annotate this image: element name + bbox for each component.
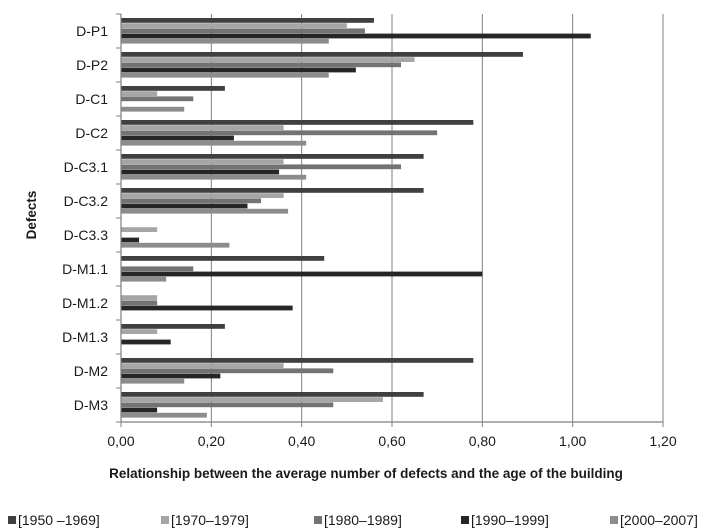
bar	[121, 33, 591, 39]
x-tick-label: 0,20	[198, 433, 225, 449]
legend-swatch	[461, 516, 469, 524]
category-label: D-M1.1	[62, 261, 108, 277]
bar	[121, 57, 415, 62]
bar	[121, 378, 185, 384]
x-tick-label: 0,60	[378, 433, 405, 449]
bar	[121, 208, 289, 214]
bar	[121, 28, 365, 34]
bar	[121, 392, 424, 397]
category-label: D-P1	[76, 23, 108, 39]
bars	[121, 18, 591, 418]
bar	[121, 237, 140, 243]
bar	[121, 256, 325, 261]
x-tick-label: 1,20	[649, 433, 676, 449]
bar	[121, 67, 356, 73]
bar	[121, 271, 483, 277]
bar	[121, 62, 402, 68]
bar	[121, 135, 234, 141]
legend-swatch	[610, 516, 618, 524]
legend-label: [1990–1999]	[471, 512, 549, 528]
bar	[121, 174, 307, 180]
y-axis-title: Defects	[24, 191, 39, 240]
category-label: D-M1.3	[62, 329, 108, 345]
bar	[121, 86, 225, 91]
bar	[121, 169, 280, 175]
category-label: D-M2	[74, 363, 108, 379]
x-tick-label: 1,00	[559, 433, 586, 449]
category-label: D-C3.2	[64, 193, 109, 209]
x-axis-title: Relationship between the average number …	[109, 466, 623, 481]
bar	[121, 300, 158, 306]
bar	[121, 125, 284, 130]
legend-swatch	[314, 516, 322, 524]
bar	[121, 266, 194, 272]
bar	[121, 198, 262, 204]
bar	[121, 188, 424, 193]
bar	[121, 38, 329, 44]
x-tick-label: 0,80	[469, 433, 496, 449]
bar	[121, 120, 474, 125]
x-tick-label: 0,00	[107, 433, 134, 449]
bar	[121, 164, 402, 170]
legend-label: [2000–2007]	[620, 512, 698, 528]
bar	[121, 130, 438, 136]
bar	[121, 402, 334, 408]
bar	[121, 412, 207, 418]
bar	[121, 23, 347, 28]
bar	[121, 329, 158, 334]
legend-swatch	[8, 516, 16, 524]
category-label: D-M3	[74, 397, 108, 413]
legend-label: [1980–1989]	[324, 512, 402, 528]
category-label: D-C3.3	[64, 227, 109, 243]
bar	[121, 368, 334, 374]
bar	[121, 227, 158, 232]
bar	[121, 193, 284, 198]
bar	[121, 154, 424, 159]
bar	[121, 106, 185, 112]
bar	[121, 339, 171, 345]
category-label: D-C2	[75, 125, 108, 141]
bar	[121, 276, 167, 282]
bar	[121, 397, 383, 402]
legend-label: [1950 –1969]	[18, 512, 100, 528]
bar	[121, 52, 523, 57]
bar	[121, 324, 225, 329]
bar	[121, 159, 284, 164]
bar	[121, 242, 230, 248]
gridlines	[210, 14, 664, 422]
bar	[121, 295, 158, 300]
axes: 0,00 0,20 0,40 0,60 0,80 1,00 1,20 D-P1 D-P2 D-C1…	[62, 13, 677, 449]
bar	[121, 358, 474, 363]
bar	[121, 407, 158, 413]
legend-label: [1970–1979]	[171, 512, 249, 528]
bar	[121, 140, 307, 146]
category-label: D-C1	[75, 91, 108, 107]
x-tick-label: 0,40	[288, 433, 315, 449]
bar	[121, 363, 284, 368]
bar	[121, 373, 221, 379]
category-label: D-C3.1	[64, 159, 109, 175]
bar	[121, 305, 293, 311]
bar	[121, 91, 158, 96]
bar	[121, 96, 194, 102]
category-label: D-P2	[76, 57, 108, 73]
bar	[121, 72, 329, 78]
legend: [1950 –1969] [1970–1979] [1980–1989] [1990–…	[8, 512, 698, 528]
bar	[121, 203, 248, 209]
legend-swatch	[161, 516, 169, 524]
bar	[121, 18, 374, 23]
category-label: D-M1.2	[62, 295, 108, 311]
